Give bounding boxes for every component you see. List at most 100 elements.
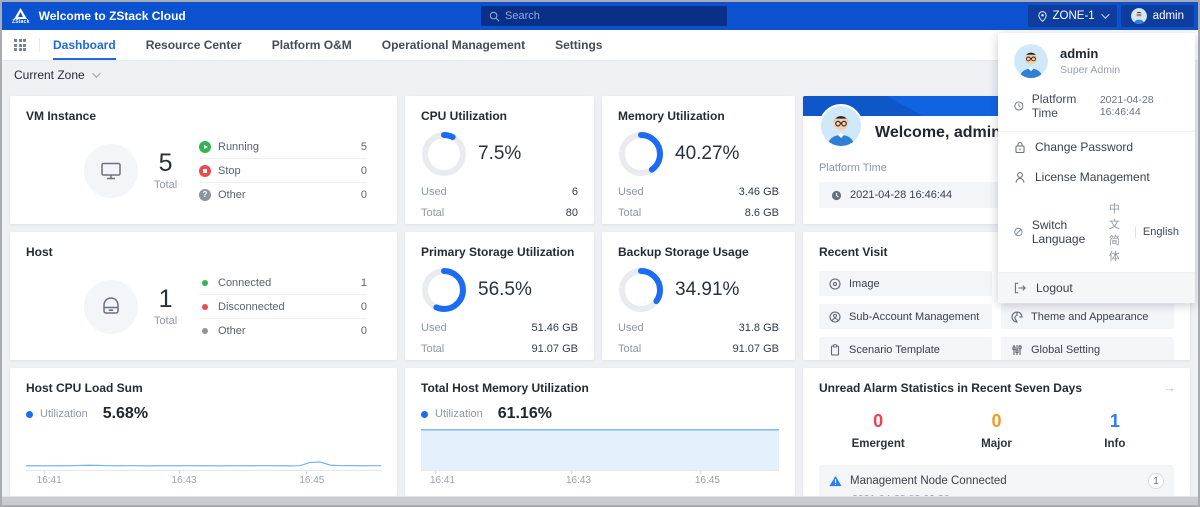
primary-storage-percent: 56.5% bbox=[478, 279, 532, 300]
tab-platform-om[interactable]: Platform O&M bbox=[271, 38, 352, 52]
recent-visit-scenario-template[interactable]: Scenario Template bbox=[819, 337, 992, 360]
global-search[interactable] bbox=[481, 6, 727, 26]
menu-item-license-management[interactable]: License Management bbox=[998, 162, 1195, 192]
card-title: Unread Alarm Statistics in Recent Seven … bbox=[819, 381, 1082, 395]
host-status-connected[interactable]: Connected 1 bbox=[199, 271, 367, 295]
welcome-title: Welcome, admin bbox=[875, 124, 1001, 141]
x-axis-ticks: 16:41 16:43 16:45 bbox=[36, 475, 325, 486]
card-title: Memory Utilization bbox=[618, 109, 725, 123]
memory-total: 8.6 GB bbox=[744, 207, 779, 219]
x-axis bbox=[421, 470, 779, 474]
tab-operational-management[interactable]: Operational Management bbox=[381, 38, 526, 52]
menu-item-change-password[interactable]: Change Password bbox=[998, 132, 1195, 162]
menu-user-role: Super Admin bbox=[1060, 64, 1121, 76]
vm-status-other[interactable]: ? Other 0 bbox=[199, 183, 367, 206]
card-title: Host bbox=[26, 245, 53, 259]
host-total-label: Total bbox=[154, 315, 178, 328]
top-header: ZStack Welcome to ZStack Cloud ZONE-1 bbox=[2, 2, 1198, 30]
cpu-load-line-chart bbox=[26, 424, 381, 470]
clock-icon bbox=[831, 190, 842, 200]
host-status-other[interactable]: Other 0 bbox=[199, 319, 367, 342]
card-title: CPU Utilization bbox=[421, 109, 507, 123]
search-input[interactable] bbox=[505, 10, 705, 22]
host-memory-utilization-card: Total Host Memory Utilization Utilizatio… bbox=[405, 368, 795, 496]
page-title: Welcome to ZStack Cloud bbox=[38, 9, 186, 23]
current-zone-label[interactable]: Current Zone bbox=[14, 67, 85, 82]
arrow-right-icon[interactable]: → bbox=[1163, 380, 1176, 395]
host-status-disconnected[interactable]: Disconnected 0 bbox=[199, 295, 367, 319]
platform-time-label: Platform Time bbox=[819, 162, 887, 174]
recent-visit-sub-account[interactable]: Sub-Account Management bbox=[819, 304, 992, 329]
search-icon bbox=[489, 11, 500, 21]
card-title: Recent Visit bbox=[819, 245, 888, 259]
lang-option-english[interactable]: English bbox=[1142, 226, 1179, 238]
alarm-stat-emergent[interactable]: 0 Emergent bbox=[851, 411, 905, 450]
zstack-logo-text: ZStack bbox=[12, 18, 30, 25]
user-menu-profile: admin Super Admin bbox=[998, 33, 1195, 86]
user-name: admin bbox=[1152, 10, 1184, 22]
alarm-stat-info[interactable]: 1 Info bbox=[1104, 411, 1126, 450]
avatar bbox=[1014, 44, 1048, 78]
user-badge-icon bbox=[1015, 171, 1025, 183]
zstack-logo[interactable]: ZStack bbox=[12, 7, 30, 25]
vm-instance-card: VM Instance 5 Total Running bbox=[10, 96, 397, 224]
recent-visit-theme[interactable]: Theme and Appearance bbox=[1001, 304, 1174, 329]
card-title: Backup Storage Usage bbox=[618, 245, 749, 259]
user-dropdown-menu: admin Super Admin Platform Time 2021-04-… bbox=[998, 33, 1195, 303]
lang-option-zh[interactable]: 中文简体 bbox=[1108, 203, 1120, 263]
tab-dashboard[interactable]: Dashboard bbox=[53, 30, 116, 60]
menu-platform-time: Platform Time 2021-04-28 16:46:44 bbox=[998, 86, 1195, 132]
host-total-count: 1 bbox=[158, 284, 173, 313]
primary-total: 91.07 GB bbox=[531, 343, 578, 355]
clock-icon bbox=[1014, 101, 1024, 111]
current-zone-bar: Current Zone bbox=[2, 61, 1198, 88]
vm-monitor-icon bbox=[84, 143, 138, 198]
zone-label: ZONE-1 bbox=[1052, 10, 1095, 22]
recent-visit-global-setting[interactable]: Global Setting bbox=[1001, 337, 1174, 360]
logout-icon bbox=[1014, 282, 1026, 294]
zstack-logo-icon bbox=[14, 7, 28, 19]
chevron-down-icon bbox=[1100, 10, 1110, 19]
vm-status-running[interactable]: Running 5 bbox=[199, 135, 367, 159]
vm-status-stop[interactable]: Stop 0 bbox=[199, 159, 367, 183]
alarm-count-badge: 1 bbox=[1148, 473, 1164, 489]
user-menu-button[interactable]: admin bbox=[1120, 5, 1194, 27]
memory-area-chart bbox=[421, 424, 779, 470]
vm-total-label: Total bbox=[154, 179, 178, 192]
cpu-total: 80 bbox=[565, 207, 578, 219]
other-dot-icon bbox=[202, 327, 208, 334]
memory-donut-chart bbox=[619, 132, 663, 176]
host-server-icon bbox=[84, 279, 138, 334]
tab-resource-center[interactable]: Resource Center bbox=[145, 38, 242, 52]
sliders-icon bbox=[1012, 344, 1022, 355]
host-cpu-load-card: Host CPU Load Sum Utilization 5.68% 16:4… bbox=[10, 368, 397, 496]
primary-used: 51.46 GB bbox=[531, 322, 578, 334]
memory-utilization-current: 61.16% bbox=[497, 405, 552, 422]
card-title: Primary Storage Utilization bbox=[421, 245, 575, 259]
memory-utilization-card: Memory Utilization 40.27% Used 3.46 GB To… bbox=[602, 96, 795, 224]
alarm-stat-major[interactable]: 0 Major bbox=[981, 411, 1012, 450]
tab-settings[interactable]: Settings bbox=[555, 38, 603, 52]
alarm-triangle-icon bbox=[829, 475, 842, 487]
card-title: Host CPU Load Sum bbox=[26, 381, 143, 395]
menu-user-name: admin bbox=[1060, 46, 1099, 61]
zone-selector[interactable]: ZONE-1 bbox=[1027, 5, 1117, 27]
cpu-used: 6 bbox=[571, 186, 578, 198]
backup-total: 91.07 GB bbox=[732, 343, 779, 355]
menu-item-switch-language[interactable]: Switch Language 中文简体 | English bbox=[998, 192, 1195, 272]
disconnected-dot-icon bbox=[202, 303, 208, 310]
chevron-down-icon[interactable] bbox=[91, 68, 101, 78]
memory-percent: 40.27% bbox=[675, 143, 740, 164]
cpu-percent: 7.5% bbox=[478, 143, 522, 164]
user-circle-icon bbox=[829, 310, 841, 323]
apps-grid-icon[interactable] bbox=[14, 39, 26, 51]
question-icon: ? bbox=[199, 188, 211, 201]
stop-icon bbox=[199, 164, 211, 177]
alarm-list-item[interactable]: Management Node Connected 1 2021-04-28 0… bbox=[819, 465, 1174, 496]
primary-storage-donut-chart bbox=[422, 268, 466, 312]
recent-visit-image[interactable]: Image bbox=[819, 271, 992, 296]
menu-platform-time-value: 2021-04-28 16:46:44 bbox=[1099, 94, 1154, 118]
menu-item-logout[interactable]: Logout bbox=[998, 272, 1195, 303]
window-bottom-strip bbox=[2, 496, 1198, 505]
host-card: Host 1 Total Connected bbox=[10, 232, 397, 360]
